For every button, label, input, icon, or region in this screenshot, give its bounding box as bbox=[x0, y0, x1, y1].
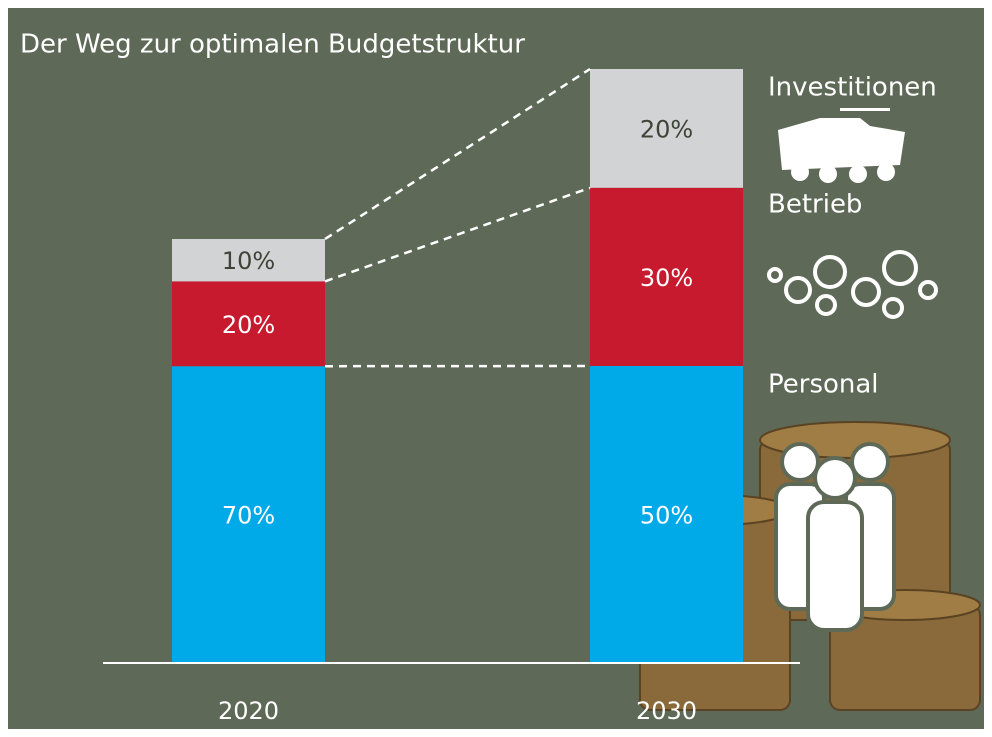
vehicle-icon bbox=[778, 108, 905, 183]
legend-label: Betrieb bbox=[768, 190, 862, 220]
bar-segment bbox=[590, 187, 743, 366]
x-tick-label: 2030 bbox=[636, 697, 697, 725]
legend-label: Investitionen bbox=[768, 73, 937, 103]
bar-segment bbox=[172, 366, 325, 663]
x-tick-label: 2020 bbox=[218, 697, 279, 725]
value-label: 70% bbox=[222, 502, 275, 530]
value-label: 10% bbox=[222, 247, 275, 275]
value-label: 50% bbox=[640, 502, 693, 530]
value-label: 20% bbox=[640, 115, 693, 143]
legend-label: Personal bbox=[768, 370, 879, 400]
bar-segment bbox=[172, 239, 325, 282]
value-label: 30% bbox=[640, 264, 693, 292]
value-label: 20% bbox=[222, 311, 275, 339]
gears-icon bbox=[767, 250, 938, 319]
connector bbox=[324, 67, 591, 241]
bar-segment bbox=[590, 69, 743, 188]
bar-segment bbox=[172, 281, 325, 367]
people-icon bbox=[774, 442, 896, 632]
connector bbox=[324, 186, 591, 283]
chart-title: Der Weg zur optimalen Budgetstruktur bbox=[20, 30, 525, 60]
bar-segment bbox=[590, 366, 743, 663]
